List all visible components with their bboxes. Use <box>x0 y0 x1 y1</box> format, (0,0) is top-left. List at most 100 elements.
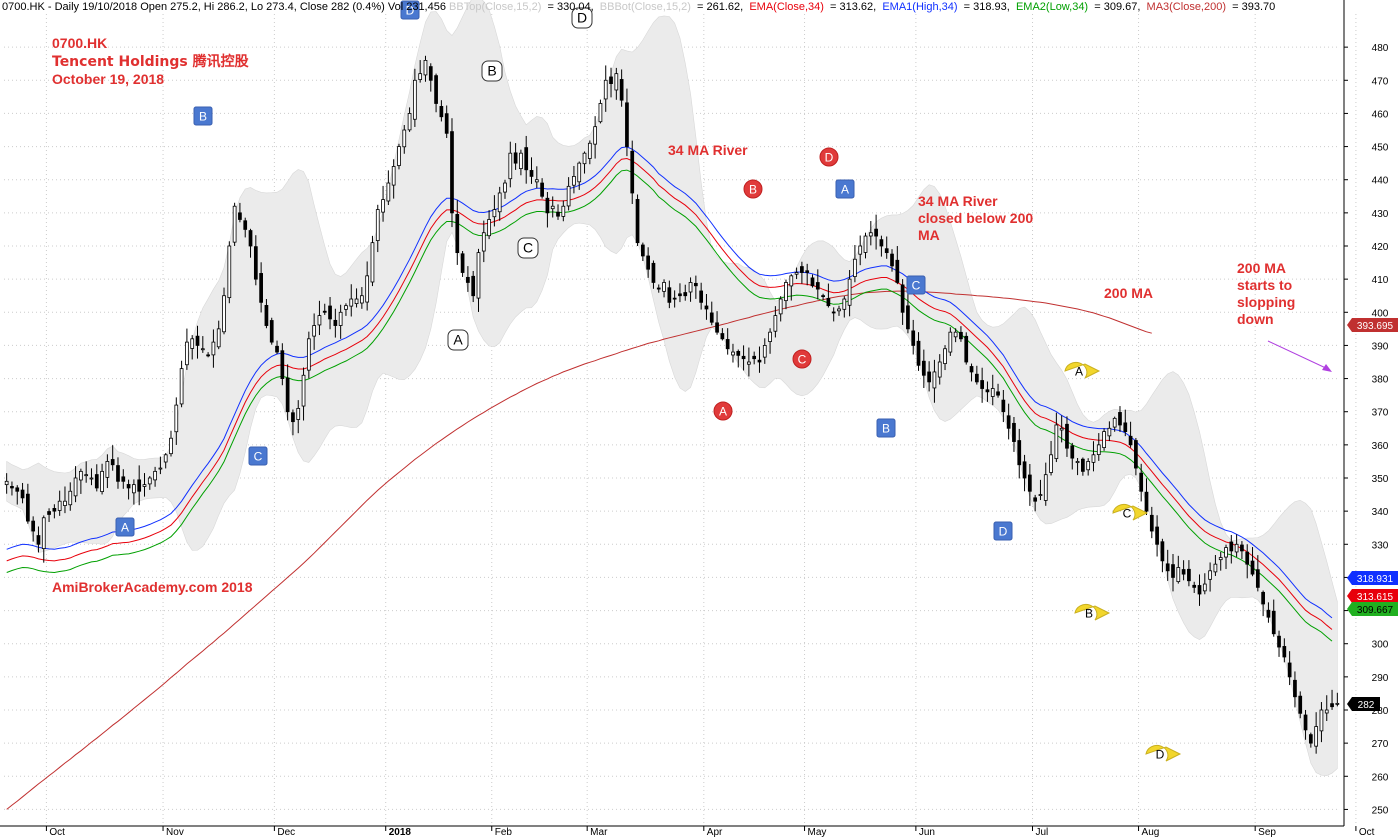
candle-body <box>1118 412 1122 426</box>
wave-marker-b: B <box>876 418 896 438</box>
ema-low-line <box>6 169 1333 642</box>
candle-body <box>1022 461 1027 479</box>
candle-body <box>1038 494 1043 496</box>
candle-body <box>211 341 216 356</box>
candle-body <box>927 371 931 383</box>
candle-body <box>460 253 465 273</box>
candle-body <box>768 331 772 342</box>
candle-body <box>1303 714 1308 731</box>
x-tick-label: Oct <box>1359 827 1375 838</box>
y-tick-label: 430 <box>1372 209 1389 220</box>
marker-shape <box>1064 361 1101 379</box>
candle-body <box>1330 703 1334 708</box>
wave-marker-a: A <box>835 179 855 199</box>
chart-header: 0700.HK - Daily 19/10/2018 Open 275.2, H… <box>2 1 1275 13</box>
candle-body <box>879 239 884 247</box>
tag-shape <box>1347 602 1398 616</box>
annotation-34ma-river: 34 MA River <box>668 142 748 158</box>
candle-body <box>1324 709 1329 714</box>
candle-body <box>503 182 507 193</box>
candle-body <box>195 335 200 346</box>
candle-body <box>593 126 597 145</box>
candle-body <box>1240 544 1244 552</box>
y-tick-label: 480 <box>1372 43 1389 54</box>
bollinger-band-area <box>6 0 1338 777</box>
marker-label: C <box>523 240 533 256</box>
candle-body <box>31 520 36 532</box>
y-tick-label: 270 <box>1372 739 1389 750</box>
candle-body <box>609 76 613 85</box>
candle-body <box>736 351 741 356</box>
candle-body <box>322 310 327 313</box>
candle-body <box>280 350 285 379</box>
candle-body <box>1197 585 1202 595</box>
candle-body <box>1277 635 1281 648</box>
candle-body <box>52 508 57 512</box>
candle-body <box>789 275 794 287</box>
candle-body <box>370 242 375 283</box>
candle-body <box>1006 415 1011 429</box>
header-bbtop-label: BBTop(Close,15,2) <box>449 1 542 13</box>
candle-body <box>375 209 380 241</box>
x-tick-label: May <box>808 827 827 838</box>
candle-body <box>990 388 995 397</box>
candle-body <box>301 374 306 407</box>
candle-body <box>762 345 767 358</box>
candle-body <box>948 331 953 353</box>
candle-body <box>222 295 226 333</box>
candle-body <box>481 232 486 252</box>
last-value-tag-ema: 313.615 <box>1347 589 1398 603</box>
y-tick-label: 410 <box>1372 275 1389 286</box>
candle-body <box>94 474 99 489</box>
marker-shape <box>876 418 896 438</box>
wave-marker-b: B <box>743 179 763 199</box>
candle-body <box>1144 491 1149 512</box>
candle-body <box>715 322 719 333</box>
candle-body <box>519 152 523 170</box>
candle-body <box>63 500 67 506</box>
candle-body <box>550 205 555 210</box>
ma200-line <box>6 290 1152 810</box>
marker-label: C <box>912 279 921 293</box>
candle-body <box>391 166 396 186</box>
candle-body <box>248 230 253 247</box>
candlesticks <box>4 55 1340 754</box>
candle-body <box>651 262 656 283</box>
candle-body <box>497 192 502 213</box>
last-value-tag-ema1: 318.931 <box>1347 571 1398 585</box>
x-tick-label: Apr <box>707 827 723 838</box>
candle-body <box>132 484 136 494</box>
candle-body <box>720 333 725 340</box>
candle-body <box>826 298 831 307</box>
candle-body <box>455 214 460 254</box>
candle-body <box>1075 461 1080 464</box>
candle-body <box>1181 569 1186 575</box>
candle-body <box>630 150 635 194</box>
candle-body <box>84 474 89 477</box>
x-tick-label: Aug <box>1142 827 1160 838</box>
candle-body <box>428 66 433 81</box>
candle-body <box>1282 646 1287 658</box>
candle-body <box>561 205 566 217</box>
candle-body <box>635 199 640 244</box>
candle-body <box>1192 584 1197 588</box>
candle-body <box>1218 557 1223 561</box>
candle-body <box>821 295 825 298</box>
candle-body <box>312 325 317 337</box>
candle-body <box>381 199 385 213</box>
candle-body <box>15 487 20 492</box>
marker-label: B <box>1085 607 1093 621</box>
candle-body <box>1096 444 1101 455</box>
candle-body <box>158 467 163 470</box>
candle-body <box>656 287 661 290</box>
candle-body <box>969 366 974 373</box>
candle-body <box>916 340 921 366</box>
marker-label: C <box>254 450 263 464</box>
marker-label: B <box>199 110 207 124</box>
candle-body <box>900 284 905 313</box>
wave-markers: A B C D A B C D A B C D A B C D A B C D <box>115 0 1182 762</box>
marker-shape <box>993 521 1013 541</box>
candle-body <box>524 147 529 171</box>
